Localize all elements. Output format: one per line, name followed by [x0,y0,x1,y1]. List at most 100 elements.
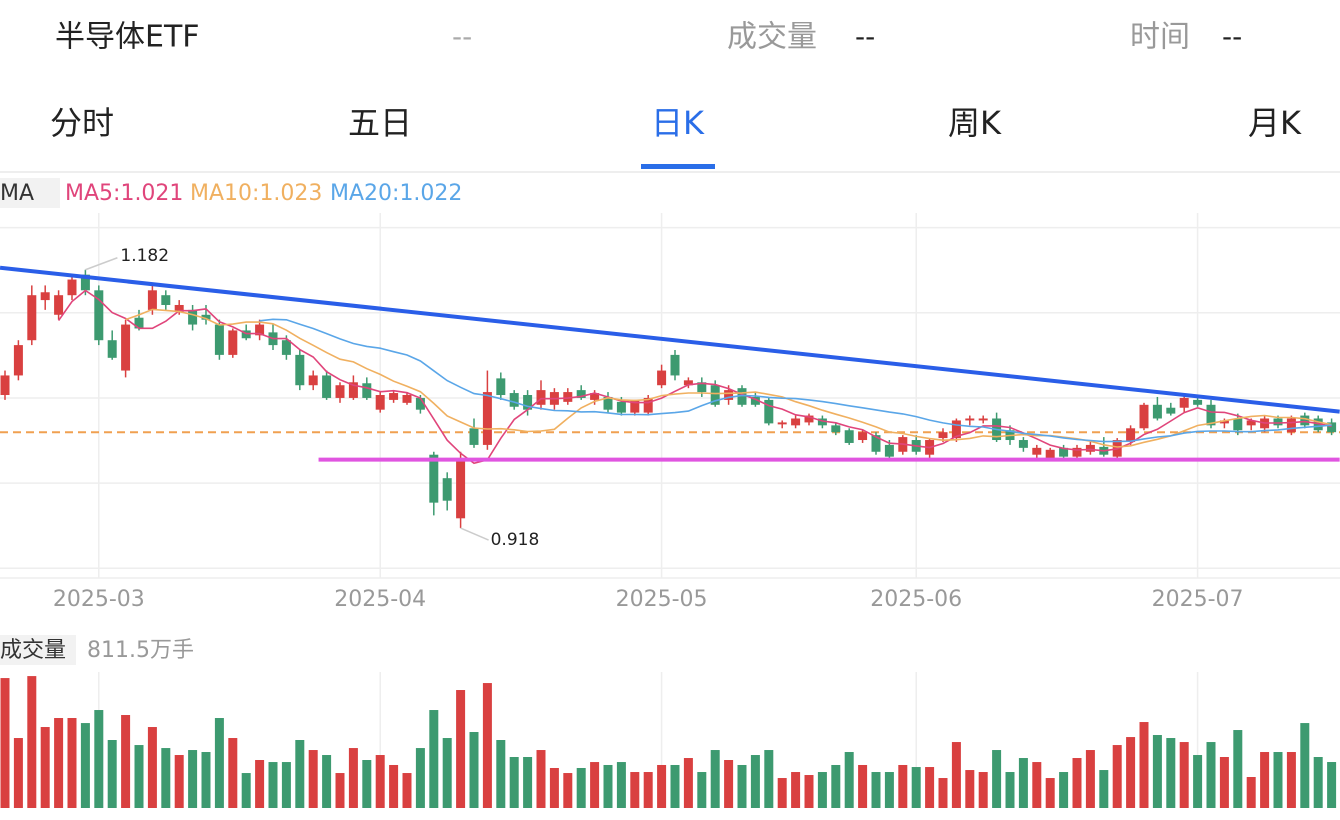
candle-body [683,380,693,386]
high-leader [85,257,118,271]
candle-body [348,382,358,398]
volume-current: 811.5 [87,638,150,663]
candle-body [1233,418,1243,431]
volume-bar [1099,770,1109,808]
candle-body [0,375,10,396]
volume-bar [40,727,50,808]
volume-bar [94,710,104,808]
candle-body [147,290,157,310]
candle-body [858,432,868,441]
volume-bar [563,773,573,808]
candle-body [415,397,425,410]
volume-bar [442,738,452,808]
candle-body [295,354,305,386]
candle-body [389,393,399,400]
candle-body [1300,415,1310,426]
volume-bar [965,770,975,808]
volume-bar [1139,722,1149,808]
volume-bar [1219,757,1229,808]
candle-body [616,401,626,413]
tab[interactable]: 分时 [50,104,114,142]
volume-bar [643,772,653,808]
candle-body [509,393,519,407]
volume-bar [1085,750,1095,808]
volume-bar [603,764,613,808]
candle-body [724,390,734,400]
volume-bar [817,772,827,808]
volume-bar [1179,742,1189,808]
volume-bar [1286,752,1296,808]
volume-label: 成交量 [727,20,817,55]
volume-bar [482,683,492,808]
time-value: -- [1222,20,1242,53]
tab[interactable]: 日K [651,104,705,142]
volume-bar [295,740,305,808]
volume-bar [161,748,171,808]
volume-bar [871,772,881,808]
volume-bar [764,750,774,808]
volume-bar [1059,772,1069,808]
volume-bar [925,767,935,808]
volume-bar [241,773,251,808]
volume-bar [670,764,680,808]
volume-bar [281,762,291,808]
candle-body [1045,449,1055,459]
ma-legend-item: MA5:1.021 [65,181,183,206]
x-tick-label: 2025-06 [870,587,962,612]
candle-body [107,340,117,358]
candle-body [951,420,961,439]
candle-body [482,392,492,445]
volume-chart-label-bg [0,635,76,665]
volume-bar [750,755,760,808]
candle-body [523,395,533,410]
low-leader [460,527,489,541]
volume-bar [268,762,278,808]
volume-bar [13,738,23,808]
candle-body [764,399,774,424]
candle-body [456,458,466,519]
candle-body [1032,447,1042,455]
stock-title: 半导体ETF [55,20,200,55]
tab[interactable]: 周K [948,104,1002,142]
volume-bar [255,760,265,808]
candle-body [67,279,77,296]
tab[interactable]: 月K [1248,104,1302,142]
candle-body [214,324,224,355]
candle-body [737,388,747,405]
candle-body [536,390,546,405]
volume-bar [1273,752,1283,808]
volume-bar [576,767,586,808]
candle-body [817,418,827,426]
volume-bar [777,778,787,808]
tab[interactable]: 五日 [348,104,412,142]
candle-body [80,274,90,291]
volume-bar [1246,777,1256,808]
candle-body [670,354,680,376]
candle-body [1286,418,1296,433]
candle-body [657,370,667,386]
ma-label: MA [0,181,34,206]
candle-body [281,340,291,355]
volume-bar [1233,730,1243,808]
volume-bar [429,710,439,808]
candle-body [563,392,573,402]
candle-body [161,295,171,305]
ma-label-bg [0,178,60,208]
volume-bar [509,757,519,808]
candle-body [375,395,385,410]
candle-body [228,330,238,355]
volume-bar [1327,762,1337,808]
volume-bar [0,678,10,808]
volume-bar [1072,758,1082,808]
volume-bar [710,750,720,808]
candle-body [1206,404,1216,426]
volume-bar [657,764,667,808]
volume-bar [375,755,385,808]
volume-bar [201,752,211,808]
candle-body [831,425,841,433]
volume-bar [804,775,814,808]
volume-bar [147,727,157,808]
volume-bar [898,764,908,808]
volume-bar [1193,755,1203,808]
volume-bar [951,742,961,808]
